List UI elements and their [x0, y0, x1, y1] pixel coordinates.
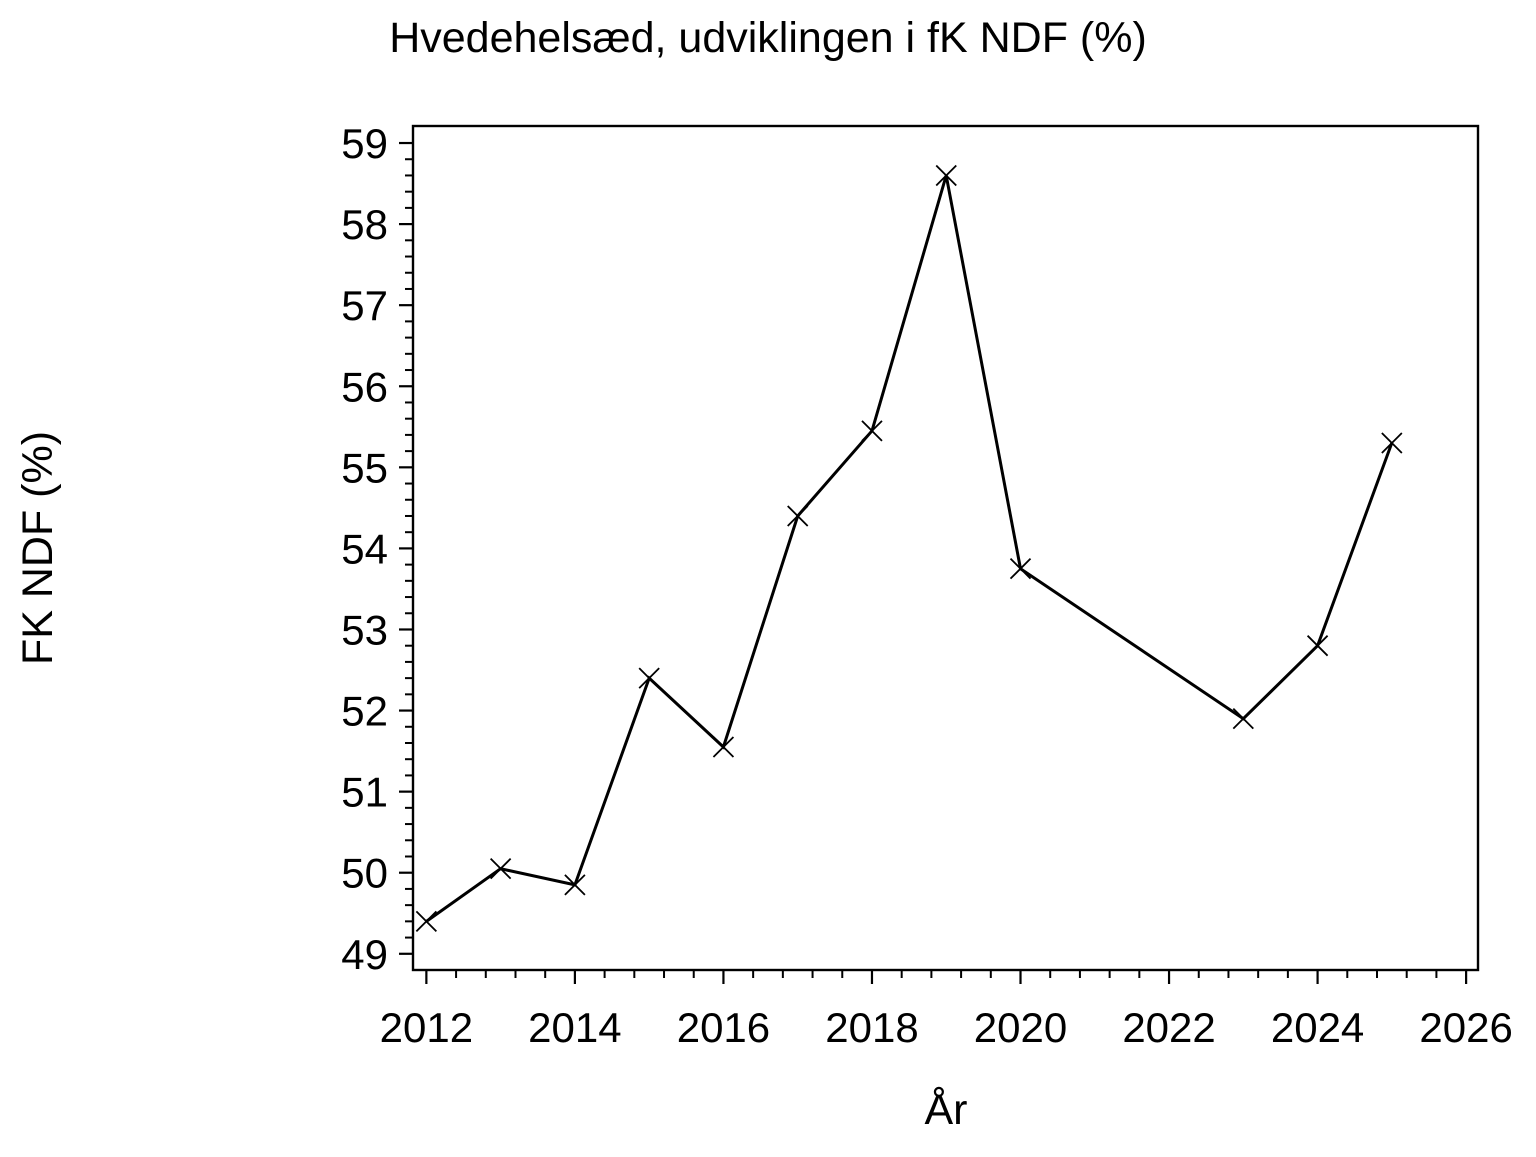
data-point-marker — [638, 667, 660, 689]
x-tick-label: 2014 — [528, 1004, 621, 1051]
plot-area — [411, 124, 1480, 972]
y-tick-label: 59 — [341, 120, 388, 167]
y-tick-label: 56 — [341, 363, 388, 410]
x-tick-label: 2020 — [974, 1004, 1067, 1051]
data-point-marker — [787, 505, 809, 527]
data-point-marker — [564, 874, 586, 896]
x-tick-label: 2026 — [1419, 1004, 1512, 1051]
x-tick-label: 2024 — [1271, 1004, 1364, 1051]
y-axis-minor-ticks — [405, 158, 413, 939]
y-tick-label: 55 — [341, 444, 388, 491]
x-tick-label: 2012 — [380, 1004, 473, 1051]
data-point-marker — [1381, 432, 1403, 454]
y-tick-label: 54 — [341, 525, 388, 572]
x-axis-major-ticks — [425, 970, 1468, 984]
y-tick-label: 52 — [341, 688, 388, 735]
y-tick-label: 50 — [341, 850, 388, 897]
chart-title: Hvedehelsæd, udviklingen i fK NDF (%) — [389, 14, 1147, 62]
data-point-marker — [861, 420, 883, 442]
x-axis-label: År — [925, 1086, 968, 1134]
data-point-marker — [1009, 558, 1032, 580]
x-tick-label: 2018 — [825, 1004, 918, 1051]
data-point-marker — [935, 164, 957, 187]
y-axis-label: FK NDF (%) — [14, 431, 62, 665]
y-tick-label: 49 — [341, 931, 388, 978]
y-tick-label: 57 — [341, 282, 388, 329]
data-line — [425, 175, 1394, 923]
y-tick-label: 51 — [341, 769, 388, 816]
y-axis-tick-labels: 49 50 51 52 53 54 55 56 57 58 59 — [341, 120, 388, 978]
y-axis-major-ticks — [399, 141, 413, 955]
data-point-marker — [712, 736, 735, 758]
x-tick-label: 2016 — [677, 1004, 770, 1051]
x-axis-tick-labels: 2012 2014 2016 2018 2020 2022 2024 2026 — [380, 1004, 1513, 1051]
data-point-marker — [489, 858, 512, 880]
data-point-marker — [415, 910, 438, 932]
x-tick-label: 2022 — [1122, 1004, 1215, 1051]
data-markers — [415, 164, 1403, 932]
y-tick-label: 53 — [341, 606, 388, 653]
data-point-marker — [1232, 708, 1254, 730]
x-axis-minor-ticks — [455, 970, 1438, 978]
data-point-marker — [1306, 635, 1329, 657]
y-tick-label: 58 — [341, 201, 388, 248]
